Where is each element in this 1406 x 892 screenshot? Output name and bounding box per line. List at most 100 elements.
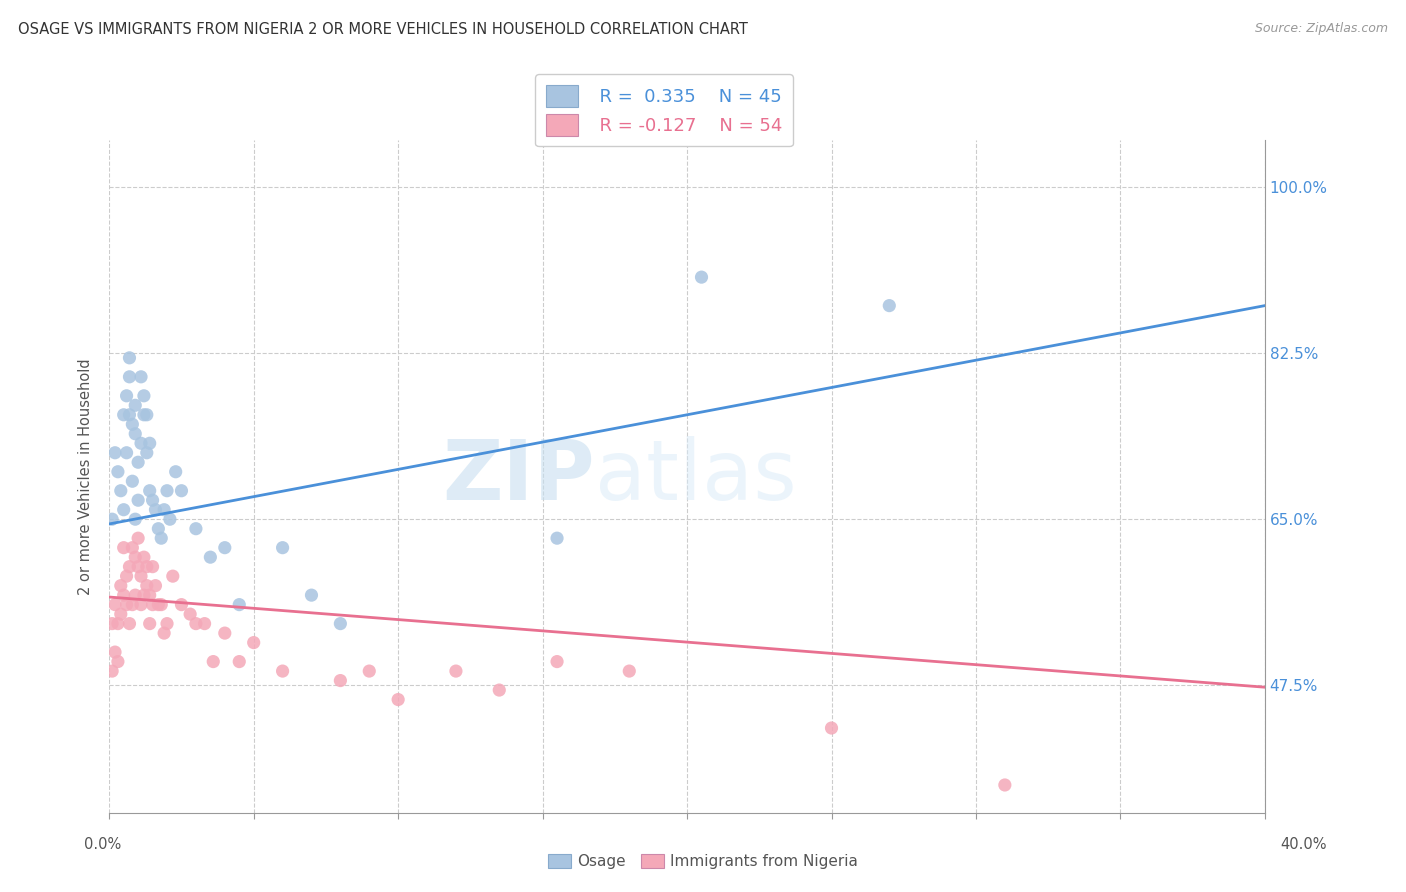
Point [145,579,167,593]
Point [214,541,236,555]
Point [107,655,129,669]
Y-axis label: 2 or more Vehicles in Household: 2 or more Vehicles in Household [79,359,93,595]
Point [115,598,138,612]
Point [142,598,165,612]
Point [121,417,143,432]
Point [329,673,352,688]
Legend:   R =  0.335    N = 45,   R = -0.127    N = 54: R = 0.335 N = 45, R = -0.127 N = 54 [536,74,793,146]
Point [115,569,138,583]
Point [124,512,146,526]
Text: OSAGE VS IMMIGRANTS FROM NIGERIA 2 OR MORE VEHICLES IN HOUSEHOLD CORRELATION CHA: OSAGE VS IMMIGRANTS FROM NIGERIA 2 OR MO… [18,22,748,37]
Point [112,502,135,516]
Point [124,588,146,602]
Point [148,598,170,612]
Point [170,598,193,612]
Text: ZIP: ZIP [441,436,595,517]
Point [170,483,193,498]
Point [115,446,138,460]
Point [124,398,146,412]
Point [121,474,143,488]
Point [104,598,127,612]
Point [184,522,207,536]
Point [132,389,155,403]
Point [153,502,176,516]
Point [546,655,568,669]
Point [150,531,173,545]
Point [179,607,201,621]
Point [145,502,167,516]
Text: 40.0%: 40.0% [1279,838,1327,852]
Point [301,588,323,602]
Point [135,408,157,422]
Point [104,645,127,659]
Point [444,664,467,678]
Point [877,299,900,313]
Point [138,588,160,602]
Point [202,655,225,669]
Point [107,616,129,631]
Point [127,455,149,469]
Point [153,626,176,640]
Point [135,446,157,460]
Point [129,569,152,583]
Point [101,664,124,678]
Point [387,692,409,706]
Point [156,483,179,498]
Point [184,616,207,631]
Point [228,598,250,612]
Point [994,778,1017,792]
Point [488,683,510,698]
Point [127,531,149,545]
Point [107,465,129,479]
Point [110,579,132,593]
Point [110,607,132,621]
Point [159,512,181,526]
Point [118,369,141,384]
Point [138,616,160,631]
Point [112,588,135,602]
Point [194,616,217,631]
Point [118,408,141,422]
Point [135,579,157,593]
Point [112,541,135,555]
Point [132,588,155,602]
Point [546,531,568,545]
Point [820,721,842,735]
Point [214,626,236,640]
Point [156,616,179,631]
Point [121,598,143,612]
Point [129,598,152,612]
Point [118,559,141,574]
Point [112,408,135,422]
Point [104,446,127,460]
Text: Source: ZipAtlas.com: Source: ZipAtlas.com [1254,22,1388,36]
Point [690,270,713,285]
Point [138,436,160,450]
Text: atlas: atlas [595,436,796,517]
Point [142,493,165,508]
Point [271,541,294,555]
Point [162,569,184,583]
Point [127,493,149,508]
Point [359,664,381,678]
Point [127,559,149,574]
Legend: Osage, Immigrants from Nigeria: Osage, Immigrants from Nigeria [541,848,865,875]
Point [132,408,155,422]
Point [135,559,157,574]
Point [165,465,187,479]
Point [124,426,146,441]
Point [118,616,141,631]
Point [329,616,352,631]
Point [228,655,250,669]
Point [242,635,264,649]
Point [129,369,152,384]
Point [110,483,132,498]
Point [121,541,143,555]
Point [118,351,141,365]
Point [200,550,222,565]
Point [619,664,641,678]
Point [271,664,294,678]
Point [142,559,165,574]
Point [101,512,124,526]
Point [129,436,152,450]
